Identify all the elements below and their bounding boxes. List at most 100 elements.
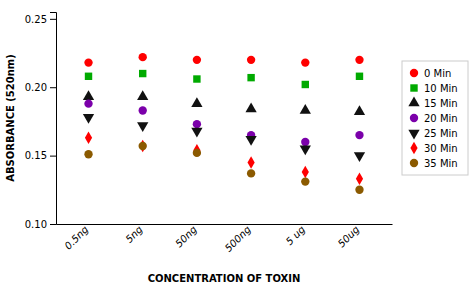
y-tick-mark <box>50 156 56 157</box>
y-axis-title: ABSORBANCE (520nm) <box>5 54 16 182</box>
legend-label: 35 Min <box>424 158 458 169</box>
point <box>247 156 254 168</box>
x-axis-line <box>57 224 393 225</box>
series <box>83 90 365 115</box>
legend-symbol <box>408 130 419 140</box>
y-tick: 0.25 <box>25 14 56 25</box>
y-tick: 0.15 <box>25 150 56 161</box>
point <box>191 97 202 107</box>
plot: 0.10 0.15 0.20 0.25 0.5ng 5ng 50ng 500ng 5 ug 50u… <box>25 13 393 254</box>
series <box>85 70 363 88</box>
x-tick: 5ng <box>123 224 144 245</box>
y-tick-label: 0.10 <box>25 219 47 230</box>
y-axis-line <box>50 13 57 225</box>
point <box>302 81 309 88</box>
legend-label: 15 Min <box>424 98 458 109</box>
point <box>301 138 309 146</box>
point <box>300 146 311 156</box>
point <box>84 58 92 66</box>
point <box>193 56 201 64</box>
x-tick-label: 500ng <box>223 224 253 254</box>
y-tick-label: 0.15 <box>25 150 47 161</box>
point <box>356 73 363 80</box>
point <box>84 150 92 158</box>
point <box>139 106 147 114</box>
point <box>193 120 201 128</box>
y-tick-label: 0.20 <box>25 82 47 93</box>
legend: 0 Min 10 Min 15 Min 20 Min 25 Min 30 Min 35 Mi… <box>402 61 468 175</box>
legend-item: 15 Min <box>408 96 457 108</box>
legend-item: 0 Min <box>410 68 451 79</box>
x-tick-label: 0.5ng <box>62 224 90 252</box>
x-tick-label: 50ng <box>173 224 199 250</box>
series <box>84 53 363 67</box>
y-tick: 0.10 <box>25 219 56 230</box>
point <box>83 114 94 124</box>
series <box>84 142 363 194</box>
x-tick-label: 5 ug <box>284 224 308 248</box>
y-tick: 0.20 <box>25 82 56 93</box>
x-tick-label: 5ng <box>123 224 144 245</box>
point <box>247 74 254 81</box>
x-tick: 5 ug <box>284 224 308 248</box>
point <box>302 166 309 178</box>
legend-label: 0 Min <box>424 68 451 79</box>
point <box>356 173 363 185</box>
point <box>354 152 365 162</box>
legend-label: 25 Min <box>424 128 458 139</box>
point <box>137 90 148 100</box>
point <box>139 70 146 77</box>
legend-item: 20 Min <box>410 113 458 124</box>
legend-symbol <box>408 96 419 106</box>
point <box>137 122 148 132</box>
y-tick-mark <box>50 87 56 88</box>
y-tick-label: 0.25 <box>25 14 47 25</box>
point <box>191 128 202 138</box>
point <box>193 144 200 156</box>
legend-item: 30 Min <box>410 142 457 154</box>
point <box>245 103 256 113</box>
x-tick: 500ng <box>223 224 253 254</box>
series <box>84 99 363 146</box>
legend-label: 10 Min <box>424 83 458 94</box>
point <box>245 136 256 146</box>
point <box>84 99 92 107</box>
point <box>247 56 255 64</box>
legend-symbol <box>410 84 417 91</box>
point <box>83 90 94 100</box>
point <box>85 132 92 144</box>
x-tick: 50ng <box>173 224 199 250</box>
chart: 0.10 0.15 0.20 0.25 0.5ng 5ng 50ng 500ng 5 ug 50u… <box>0 0 474 288</box>
point <box>301 58 309 66</box>
point <box>354 105 365 115</box>
series <box>83 114 365 162</box>
point <box>355 56 363 64</box>
x-axis: 0.5ng 5ng 50ng 500ng 5 ug 50ug <box>57 224 393 254</box>
point <box>139 53 147 61</box>
points <box>83 53 365 194</box>
legend-item: 10 Min <box>410 83 457 94</box>
legend-label: 20 Min <box>424 113 458 124</box>
x-tick: 0.5ng <box>62 224 90 252</box>
point <box>85 73 92 80</box>
point <box>139 142 147 150</box>
legend-symbol <box>410 142 417 154</box>
y-tick-mark <box>50 224 56 225</box>
series <box>85 132 363 186</box>
point <box>355 131 363 139</box>
legend-symbol <box>410 159 418 167</box>
point <box>139 140 146 152</box>
x-axis-title: CONCENTRATION OF TOXIN <box>148 273 301 284</box>
point <box>355 186 363 194</box>
point <box>301 177 309 185</box>
point <box>300 104 311 114</box>
x-tick: 50ug <box>336 224 362 250</box>
x-tick-label: 50ug <box>336 224 362 250</box>
y-axis: 0.10 0.15 0.20 0.25 <box>25 13 57 230</box>
legend-symbol <box>410 114 418 122</box>
legend-item: 25 Min <box>408 128 457 140</box>
point <box>193 149 201 157</box>
legend-label: 30 Min <box>424 143 458 154</box>
legend-frame <box>402 61 468 175</box>
legend-symbol <box>410 69 418 77</box>
